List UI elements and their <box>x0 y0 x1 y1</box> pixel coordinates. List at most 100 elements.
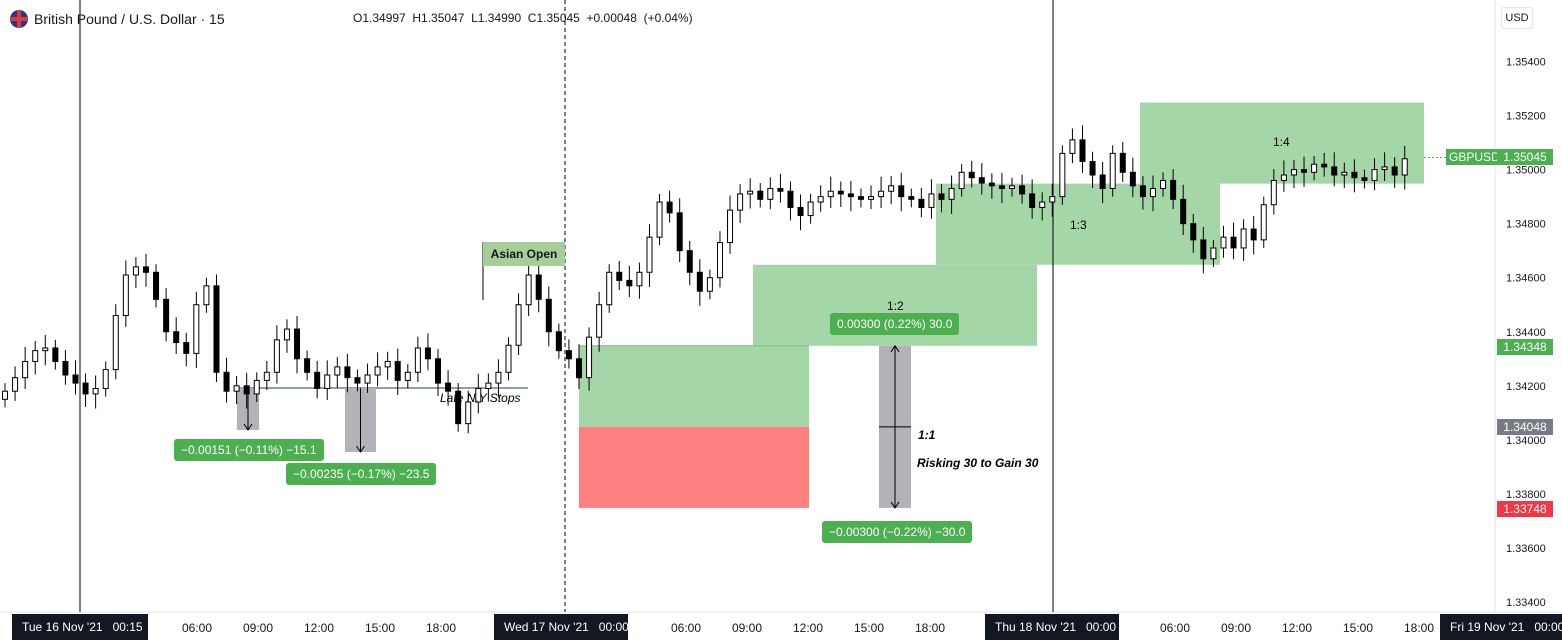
candle-body <box>12 377 19 392</box>
gbp-usd-flag-icon <box>10 10 28 28</box>
candle-body <box>505 344 512 373</box>
candle-body <box>847 193 854 198</box>
candle-body <box>586 336 593 379</box>
x-tick-label: 18:00 <box>426 621 456 635</box>
y-tick-label: 1.35000 <box>1506 165 1546 177</box>
candle-body <box>575 358 582 379</box>
candle-body <box>273 339 280 373</box>
candle-body <box>696 271 703 292</box>
x-tick-label: 12:00 <box>793 621 823 635</box>
candle-body <box>1009 185 1015 190</box>
symbol-price-tag: GBPUSD <box>1446 149 1503 165</box>
candle-body <box>555 331 562 352</box>
candle-body <box>414 347 421 373</box>
candle-body <box>515 304 522 346</box>
candle-body <box>1059 152 1066 198</box>
candle-body <box>2 390 8 400</box>
candle-body <box>435 358 442 384</box>
ratio-1-3-label: 1:3 <box>1070 218 1087 232</box>
candle-body <box>716 242 723 279</box>
x-tick-label: 15:00 <box>1343 621 1373 635</box>
candle-body <box>1280 174 1287 181</box>
candle-body <box>62 360 69 376</box>
candle-body <box>827 190 834 198</box>
measure-label-2: −0.00235 (−0.17%) −23.5 <box>286 463 437 485</box>
candle-body <box>1029 193 1036 208</box>
x-tick-label: 12:00 <box>1282 621 1312 635</box>
symbol-title[interactable]: British Pound / U.S. Dollar · 15 <box>34 11 225 27</box>
candle-body <box>1139 185 1146 198</box>
asian-open-label: Asian Open <box>483 242 565 266</box>
candle-body <box>465 401 472 425</box>
candle-body <box>646 236 653 273</box>
candle-body <box>384 360 391 368</box>
candle-body <box>918 198 925 208</box>
measure-bar-1-arrowhead <box>243 423 253 431</box>
candle-body <box>42 347 49 352</box>
candle-body <box>1401 158 1408 176</box>
candle-body <box>1220 236 1227 249</box>
last-price-tag: 1.35045 <box>1497 149 1553 165</box>
candle-body <box>1250 228 1257 241</box>
candle-body <box>727 209 734 244</box>
candle-body <box>344 366 351 379</box>
chart-header: British Pound / U.S. Dollar · 15 <box>10 8 225 30</box>
measure-label-3: 0.00300 (0.22%) 30.0 <box>830 313 960 335</box>
ratio-1-2-label: 1:2 <box>887 299 904 313</box>
y-tick-label: 1.34200 <box>1506 381 1546 393</box>
candle-body <box>1190 223 1197 241</box>
x-tick-label: 12:00 <box>304 621 334 635</box>
candle-body <box>253 379 260 395</box>
candle-body <box>1260 204 1267 241</box>
x-tick-label: 06:00 <box>671 621 701 635</box>
date-label-fri: Fri 19 Nov '21 00:00 <box>1440 614 1562 640</box>
target-price-tag: 1.34348 <box>1497 339 1553 355</box>
date-label-thu: Thu 18 Nov '21 00:00 <box>985 614 1119 640</box>
candle-body <box>404 371 411 381</box>
candle-body <box>1270 179 1277 206</box>
candle-body <box>1301 169 1308 173</box>
candle-body <box>233 385 240 392</box>
candle-body <box>545 298 552 333</box>
candle-body <box>102 369 109 390</box>
measure-bar-3-arrow-up <box>890 344 900 353</box>
candle-body <box>978 177 985 184</box>
x-tick-label: 18:00 <box>915 621 945 635</box>
y-tick-label: 1.34000 <box>1506 435 1546 447</box>
candle-body <box>928 193 935 208</box>
ohlc-readout: O1.34997 H1.35047 L1.34990 C1.35045 +0.0… <box>353 11 693 25</box>
candle-body <box>857 196 864 200</box>
candle-body <box>666 201 673 214</box>
candle-body <box>223 371 230 392</box>
candle-body <box>394 360 401 381</box>
candle-body <box>153 271 160 300</box>
candle-body <box>535 274 542 300</box>
candle-body <box>52 347 59 362</box>
candle-body <box>485 382 492 390</box>
candle-body <box>878 190 885 198</box>
y-tick-label: 1.34400 <box>1506 327 1546 339</box>
y-tick-label: 1.33400 <box>1506 597 1546 609</box>
candle-body <box>72 374 79 384</box>
candle-body <box>616 271 623 281</box>
x-tick-label: 15:00 <box>854 621 884 635</box>
candle-body <box>263 371 270 381</box>
candle-body <box>525 274 532 306</box>
currency-selector[interactable]: USD <box>1501 7 1533 29</box>
candle-body <box>777 188 784 192</box>
candle-body <box>1079 139 1086 162</box>
candle-body <box>1180 198 1187 225</box>
candle-body <box>294 328 301 360</box>
y-tick-label: 1.34800 <box>1506 219 1546 231</box>
candle-body <box>807 201 814 217</box>
candle-body <box>1230 236 1237 249</box>
candle-body <box>32 350 39 362</box>
candle-body <box>938 193 945 200</box>
candle-body <box>1109 152 1116 190</box>
measure-bar-2-arrowhead <box>356 445 365 453</box>
y-tick-label: 1.34600 <box>1506 273 1546 285</box>
candle-body <box>797 206 804 217</box>
candle-body <box>737 193 744 211</box>
x-tick-label: 18:00 <box>1404 621 1434 635</box>
